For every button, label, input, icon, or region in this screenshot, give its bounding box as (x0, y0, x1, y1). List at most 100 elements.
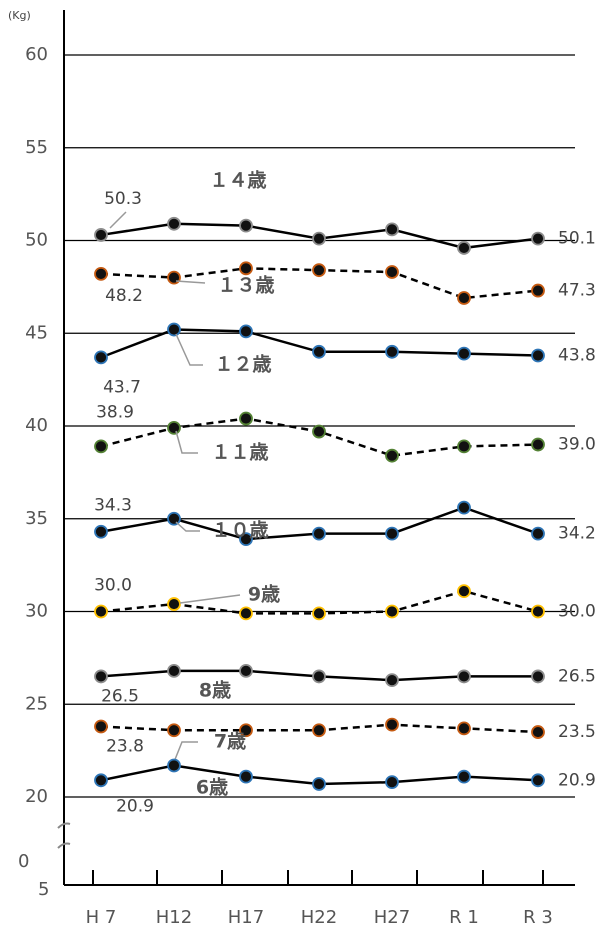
point (167, 597, 181, 611)
series-name: １０歳 (211, 520, 268, 542)
value-label: 47.3 (558, 281, 596, 301)
point (312, 606, 326, 621)
point (531, 604, 545, 619)
point (167, 322, 181, 337)
value-label: 26.5 (101, 686, 139, 706)
point (385, 526, 399, 541)
point (94, 669, 108, 684)
point (239, 218, 253, 233)
value-label: 48.2 (105, 286, 143, 306)
y-tick-label: 60 (25, 44, 48, 65)
point (531, 526, 545, 541)
leader-line (179, 594, 241, 604)
break-label: 0 (18, 851, 29, 872)
series-name: 7歳 (214, 731, 246, 753)
break-label: 5 (38, 879, 49, 900)
point (385, 775, 399, 790)
y-tick-label: 40 (25, 415, 48, 436)
point (385, 265, 399, 279)
leader-line (175, 333, 203, 366)
point (239, 411, 253, 426)
point (385, 344, 399, 359)
value-label: 50.3 (104, 189, 142, 209)
x-tick-label: H17 (228, 907, 264, 928)
y-tick-label: 35 (25, 508, 48, 529)
point (167, 216, 181, 231)
leader-line (175, 430, 198, 454)
point (312, 231, 326, 246)
value-label: 34.3 (94, 496, 132, 516)
leader-line (175, 280, 206, 284)
point (239, 324, 253, 339)
point (312, 526, 326, 541)
point (94, 719, 108, 734)
point (457, 439, 471, 454)
point (531, 348, 545, 363)
point (94, 266, 108, 281)
point (94, 228, 108, 242)
point (239, 532, 253, 547)
value-label: 43.8 (558, 346, 596, 366)
point (457, 584, 471, 598)
point (94, 524, 108, 539)
point (94, 350, 108, 365)
axis-break (57, 822, 71, 849)
point (457, 721, 471, 736)
point (385, 717, 399, 732)
point (531, 669, 545, 684)
point (94, 773, 108, 788)
y-tick-label: 55 (25, 137, 48, 158)
point (531, 773, 545, 788)
leader-line (175, 521, 200, 532)
value-label: 23.5 (558, 722, 596, 742)
point (167, 758, 181, 773)
y-tick-label: 50 (25, 230, 48, 251)
value-label: 39.0 (558, 435, 596, 455)
point (94, 439, 108, 454)
point (531, 725, 545, 739)
point (457, 769, 471, 784)
point (312, 723, 326, 738)
value-label: 30.0 (558, 602, 596, 622)
point (531, 437, 545, 452)
point (167, 511, 181, 526)
point (457, 346, 471, 361)
point (531, 231, 545, 246)
point (312, 263, 326, 278)
point (385, 604, 399, 619)
series-name: １３歳 (217, 275, 274, 297)
series-name: １１歳 (211, 442, 268, 464)
point (94, 604, 108, 619)
point (239, 606, 253, 621)
point (385, 222, 399, 237)
x-tick-label: R 3 (523, 907, 553, 928)
y-axis-label: (Kg) (8, 9, 31, 22)
series-name: 8歳 (199, 680, 231, 702)
point (167, 420, 181, 435)
point (239, 261, 253, 276)
point (312, 777, 326, 791)
x-tick-label: H22 (301, 907, 337, 928)
value-label: 38.9 (96, 402, 134, 422)
point (167, 663, 181, 678)
point (239, 663, 253, 678)
y-tick-label: 25 (25, 693, 48, 714)
series-name: 9歳 (248, 584, 280, 606)
leader-line (109, 211, 127, 229)
x-tick-label: R 1 (449, 907, 479, 928)
point (312, 669, 326, 684)
series-name: １２歳 (214, 354, 271, 376)
point (385, 673, 399, 688)
y-tick-label: 20 (25, 786, 48, 807)
x-tick-label: H27 (374, 907, 410, 928)
value-label: 20.9 (116, 796, 154, 816)
series-name: 6歳 (196, 777, 228, 799)
point (239, 723, 253, 738)
point (312, 344, 326, 359)
leader-line (173, 741, 198, 763)
point (312, 424, 326, 439)
value-label: 20.9 (558, 770, 596, 790)
y-tick-label: 45 (25, 322, 48, 343)
value-label: 50.1 (558, 229, 596, 249)
